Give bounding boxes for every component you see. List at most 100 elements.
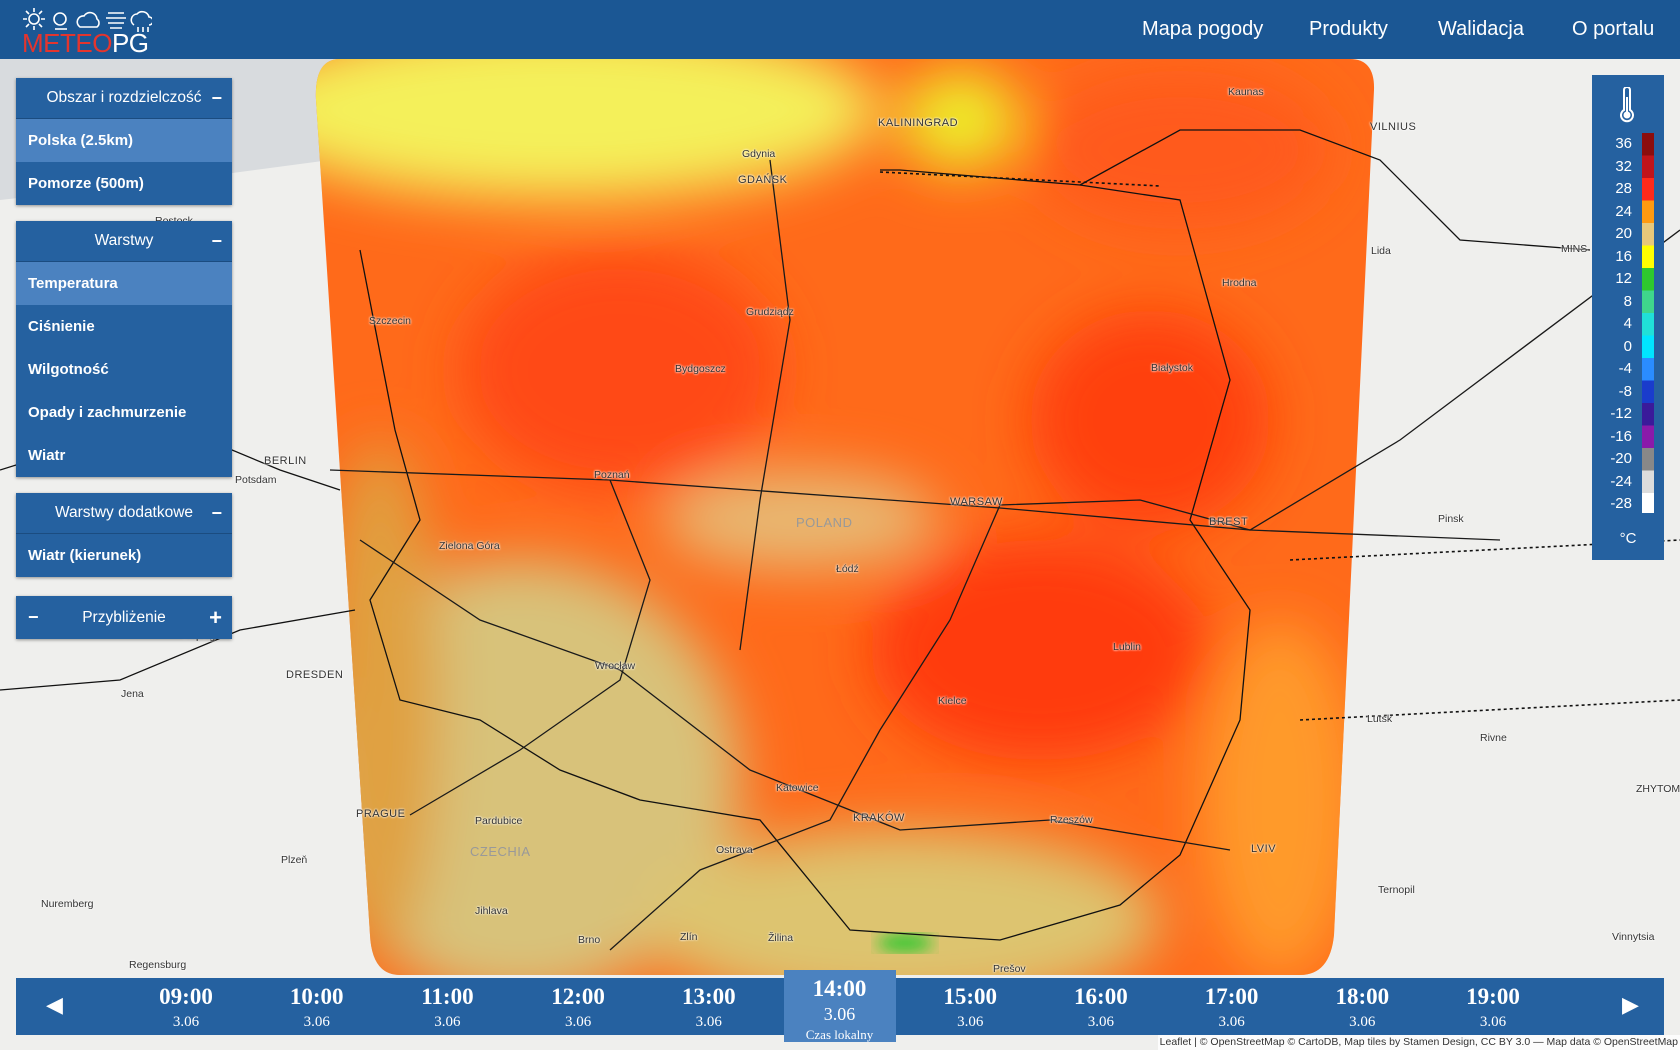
legend-swatch [1642,313,1654,336]
city-label: Potsdam [235,474,277,486]
slot-date: 3.06 [823,1004,856,1024]
legend-tick-label: -4 [1618,360,1632,377]
time-slot[interactable]: 14:00 3.06 Czas lokalny [783,970,896,1042]
panel-item[interactable]: Opady i zachmurzenie [28,404,187,421]
legend-tick-label: 24 [1615,202,1632,220]
zoom-out[interactable]: − [28,607,39,627]
legend-swatch [1642,358,1654,381]
next-button[interactable]: ▶ [1622,992,1639,1017]
slot-date: 3.06 [172,1014,200,1030]
time-slot[interactable]: 16:00 3.06 [1046,978,1156,1031]
nav-link[interactable]: Mapa pogody [1142,18,1264,40]
slot-time: 17:00 [1204,984,1259,1009]
legend-tick-label: 32 [1615,157,1632,175]
prev-button[interactable]: ◀ [46,992,63,1017]
time-slot[interactable]: 10:00 3.06 [262,978,372,1031]
slot-date: 3.06 [1479,1014,1507,1030]
legend-tick-label: -20 [1610,450,1632,467]
panel-item[interactable]: Ciśnienie [28,318,95,335]
time-slot[interactable]: 12:00 3.06 [523,978,633,1031]
nav-link[interactable]: Produkty [1309,18,1388,40]
city-label: Žilina [768,932,794,944]
legend-tick-label: 4 [1623,315,1632,332]
header: METEOPG Mapa pogody Produkty Walidacja O po… [0,0,1680,59]
city-label: Brno [578,934,601,946]
time-slot[interactable]: 19:00 3.06 [1438,978,1548,1031]
legend-tick-label: -12 [1610,405,1632,422]
city-label: Ostrava [716,844,753,856]
panel-item[interactable]: Wilgotność [28,361,109,378]
time-slot[interactable]: 15:00 3.06 [915,978,1025,1031]
slot-time: 18:00 [1335,984,1390,1009]
logo[interactable]: METEOPG [22,28,149,59]
city-label: BREST [1209,516,1249,528]
zoom-title: − Przybliżenie + [16,596,232,639]
panel-title: Warstwy dodatkowe − [16,493,232,534]
legend-swatch [1642,178,1654,201]
panel-item[interactable]: Pomorze (500m) [28,175,144,192]
city-label: Rzeszów [1050,814,1093,826]
city-label: Grudziądz [746,306,794,318]
legend-swatch [1642,223,1654,246]
panel-title: Obszar i rozdzielczość − [16,78,232,119]
legend-tick-label: 0 [1623,337,1632,355]
legend-tick-label: -16 [1610,427,1632,445]
panel-item[interactable]: Polska (2.5km) [16,119,232,162]
legend-tick-label: -24 [1610,472,1632,490]
time-slot[interactable]: 13:00 3.06 [654,978,764,1031]
slot-date: 3.06 [1087,1014,1115,1030]
legend-swatch [1642,403,1654,426]
city-label: Wrocław [595,660,636,672]
city-label: Ternopil [1378,884,1415,896]
city-label: Zielona Góra [439,540,500,552]
slot-time: 12:00 [551,984,605,1009]
legend-tick-label: 8 [1623,292,1632,310]
time-slot[interactable]: 18:00 3.06 [1307,978,1417,1031]
city-label: Rivne [1480,732,1507,744]
slot-time: 11:00 [421,984,474,1009]
legend-tick-label: 20 [1615,225,1632,242]
city-label: DRESDEN [286,669,344,681]
legend-swatch [1642,155,1654,178]
zoom-panel: − Przybliżenie + [16,596,232,639]
city-label: Hrodna [1222,277,1257,289]
slot-time: 13:00 [681,984,736,1009]
slot-time: 09:00 [159,984,213,1009]
city-label: MINS [1561,243,1588,255]
slot-time: 15:00 [943,984,998,1009]
legend-swatch [1642,133,1654,156]
panel-title-text: Warstwy [94,232,154,249]
time-slot[interactable]: 09:00 3.06 [131,978,241,1031]
city-label: Vinnytsia [1612,931,1655,943]
slot-time: 16:00 [1074,984,1128,1009]
city-label: Nuremberg [41,898,94,910]
legend: °C 36 32 28 24 20 16 12 8 4 0 -4 -8 -12 -16 -20 -24 -28 [1592,75,1664,560]
panel-toggle[interactable]: − [211,88,222,108]
slot-date: 3.06 [1218,1014,1245,1030]
legend-swatch [1642,268,1654,291]
nav-link[interactable]: O portalu [1572,18,1655,40]
zoom-in[interactable]: + [209,605,222,630]
legend-swatch [1642,425,1654,448]
nav-link[interactable]: Walidacja [1438,18,1524,40]
city-label: WARSAW [950,496,1003,508]
slot-label: Czas lokalny [805,1027,874,1042]
panel-toggle[interactable]: − [211,503,222,523]
city-label: LVIV [1251,843,1277,855]
legend-swatch [1642,335,1654,358]
legend-swatch [1642,448,1654,471]
legend-colorbar [1642,133,1654,513]
time-slot[interactable]: 11:00 3.06 [392,978,502,1031]
slot-time: 10:00 [289,984,344,1009]
slot-date: 3.06 [434,1014,461,1030]
city-label: POLAND [796,515,853,530]
panel-item[interactable]: Temperatura [16,262,232,305]
city-label: VILNIUS [1370,121,1417,133]
city-label: ZHYTOM [1636,783,1680,795]
panel-item[interactable]: Wiatr [28,447,66,464]
time-slot[interactable]: 17:00 3.06 [1177,978,1287,1031]
panel-item[interactable]: Wiatr (kierunek) [28,547,142,564]
panel-toggle[interactable]: − [211,231,222,251]
